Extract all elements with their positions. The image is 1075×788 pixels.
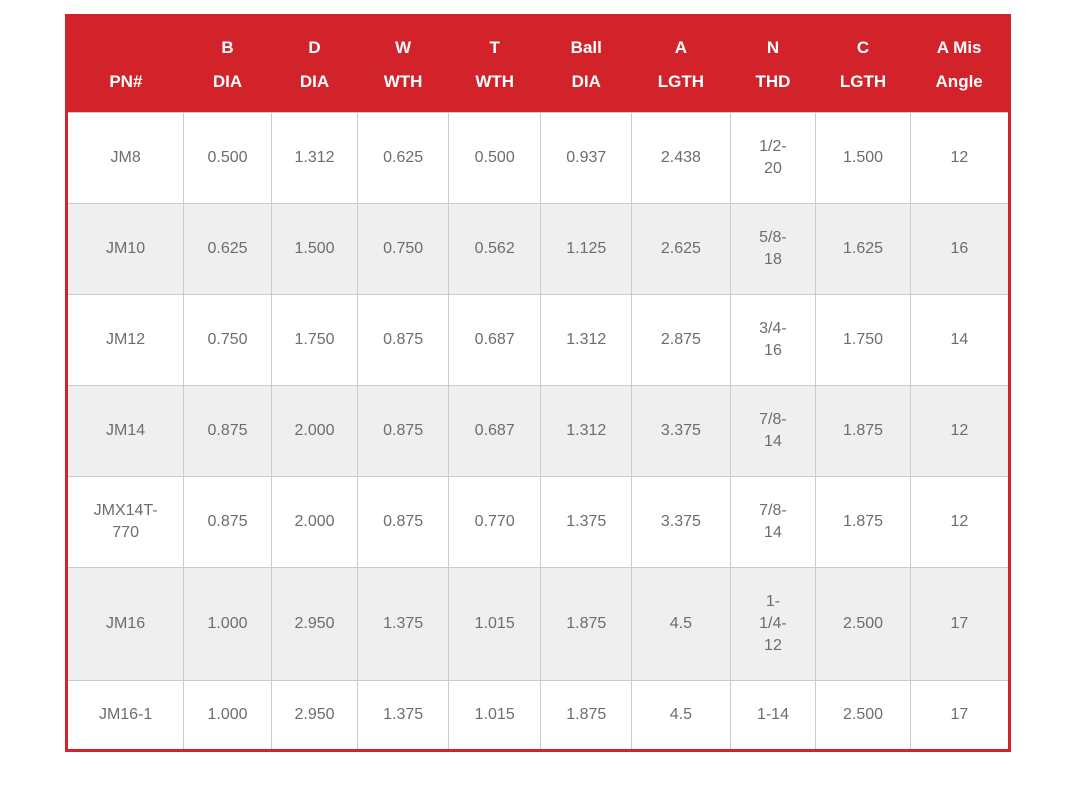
dimensions-table: PN# B DIA D DIA W WTH T WTH Ball DIA A L… xyxy=(68,17,1008,749)
header-row: PN# B DIA D DIA W WTH T WTH Ball DIA A L… xyxy=(68,17,1008,113)
cell-a-mis-angle: 12 xyxy=(909,112,1008,204)
cell-d-dia: 2.000 xyxy=(270,476,358,568)
cell-b-dia: 0.750 xyxy=(183,294,272,386)
table-row-jm16: JM16 1.000 2.950 1.375 1.015 1.875 4.5 1… xyxy=(68,567,1008,681)
column-header-d-dia: D DIA xyxy=(271,17,358,113)
cell-w-wth: 0.750 xyxy=(357,203,449,295)
cell-ball-dia: 1.875 xyxy=(540,680,632,749)
cell-c-lgth: 2.500 xyxy=(815,680,911,749)
cell-ball-dia: 1.375 xyxy=(540,476,632,568)
cell-t-wth: 1.015 xyxy=(447,680,541,749)
table-row-jm12: JM12 0.750 1.750 0.875 0.687 1.312 2.875… xyxy=(68,294,1008,386)
cell-n-thd: 5/8- 18 xyxy=(729,203,816,295)
column-header-b-dia: B DIA xyxy=(183,17,272,113)
cell-ball-dia: 0.937 xyxy=(540,112,632,204)
cell-pn: JM16-1 xyxy=(68,680,184,749)
cell-c-lgth: 1.875 xyxy=(815,476,911,568)
column-header-w-wth: W WTH xyxy=(357,17,449,113)
cell-b-dia: 0.625 xyxy=(183,203,272,295)
spec-table: PN# B DIA D DIA W WTH T WTH Ball DIA A L… xyxy=(65,14,1011,752)
cell-d-dia: 1.750 xyxy=(270,294,358,386)
column-header-t-wth: T WTH xyxy=(448,17,541,113)
cell-c-lgth: 1.500 xyxy=(815,112,911,204)
cell-a-mis-angle: 17 xyxy=(909,680,1008,749)
cell-d-dia: 1.500 xyxy=(270,203,358,295)
cell-t-wth: 0.770 xyxy=(447,476,541,568)
cell-n-thd: 1/2- 20 xyxy=(729,112,816,204)
cell-a-lgth: 2.438 xyxy=(631,112,731,204)
table-row-jm14: JM14 0.875 2.000 0.875 0.687 1.312 3.375… xyxy=(68,385,1008,477)
cell-n-thd: 1- 1/4- 12 xyxy=(729,567,816,681)
cell-pn: JM12 xyxy=(68,294,184,386)
cell-c-lgth: 2.500 xyxy=(815,567,911,681)
cell-a-lgth: 3.375 xyxy=(631,476,731,568)
column-header-n-thd: N THD xyxy=(730,17,816,113)
cell-a-mis-angle: 12 xyxy=(909,385,1008,477)
table-row-jm8: JM8 0.500 1.312 0.625 0.500 0.937 2.438 … xyxy=(68,112,1008,204)
table-row-jm16-1: JM16-1 1.000 2.950 1.375 1.015 1.875 4.5… xyxy=(68,680,1008,749)
cell-w-wth: 0.875 xyxy=(357,385,449,477)
cell-a-mis-angle: 12 xyxy=(909,476,1008,568)
cell-w-wth: 1.375 xyxy=(357,567,449,681)
cell-a-mis-angle: 14 xyxy=(909,294,1008,386)
cell-a-lgth: 4.5 xyxy=(631,567,731,681)
cell-pn: JM10 xyxy=(68,203,184,295)
cell-c-lgth: 1.875 xyxy=(815,385,911,477)
cell-a-lgth: 2.875 xyxy=(631,294,731,386)
cell-t-wth: 0.687 xyxy=(447,294,541,386)
cell-a-lgth: 3.375 xyxy=(631,385,731,477)
cell-a-lgth: 2.625 xyxy=(631,203,731,295)
column-header-a-mis-angle: A Mis Angle xyxy=(910,17,1008,113)
cell-pn: JM14 xyxy=(68,385,184,477)
cell-t-wth: 0.562 xyxy=(447,203,541,295)
table-row-jm10: JM10 0.625 1.500 0.750 0.562 1.125 2.625… xyxy=(68,203,1008,295)
cell-ball-dia: 1.312 xyxy=(540,385,632,477)
column-header-pn: PN# xyxy=(68,17,184,113)
cell-t-wth: 0.500 xyxy=(447,112,541,204)
column-header-ball-dia: Ball DIA xyxy=(540,17,632,113)
cell-a-mis-angle: 16 xyxy=(909,203,1008,295)
cell-d-dia: 2.950 xyxy=(270,567,358,681)
cell-n-thd: 1-14 xyxy=(729,680,816,749)
cell-w-wth: 1.375 xyxy=(357,680,449,749)
cell-c-lgth: 1.750 xyxy=(815,294,911,386)
cell-a-lgth: 4.5 xyxy=(631,680,731,749)
cell-d-dia: 2.000 xyxy=(270,385,358,477)
cell-b-dia: 0.875 xyxy=(183,476,272,568)
cell-b-dia: 1.000 xyxy=(183,567,272,681)
cell-n-thd: 7/8- 14 xyxy=(729,385,816,477)
cell-c-lgth: 1.625 xyxy=(815,203,911,295)
cell-ball-dia: 1.125 xyxy=(540,203,632,295)
cell-b-dia: 1.000 xyxy=(183,680,272,749)
column-header-a-lgth: A LGTH xyxy=(631,17,731,113)
cell-pn: JMX14T- 770 xyxy=(68,476,184,568)
cell-w-wth: 0.875 xyxy=(357,294,449,386)
cell-t-wth: 0.687 xyxy=(447,385,541,477)
column-header-c-lgth: C LGTH xyxy=(815,17,911,113)
cell-d-dia: 2.950 xyxy=(270,680,358,749)
cell-pn: JM8 xyxy=(68,112,184,204)
cell-n-thd: 7/8- 14 xyxy=(729,476,816,568)
cell-w-wth: 0.625 xyxy=(357,112,449,204)
cell-n-thd: 3/4- 16 xyxy=(729,294,816,386)
cell-ball-dia: 1.312 xyxy=(540,294,632,386)
cell-b-dia: 0.500 xyxy=(183,112,272,204)
cell-b-dia: 0.875 xyxy=(183,385,272,477)
cell-w-wth: 0.875 xyxy=(357,476,449,568)
cell-ball-dia: 1.875 xyxy=(540,567,632,681)
cell-pn: JM16 xyxy=(68,567,184,681)
cell-t-wth: 1.015 xyxy=(447,567,541,681)
table-row-jmx14t-770: JMX14T- 770 0.875 2.000 0.875 0.770 1.37… xyxy=(68,476,1008,568)
cell-a-mis-angle: 17 xyxy=(909,567,1008,681)
cell-d-dia: 1.312 xyxy=(270,112,358,204)
